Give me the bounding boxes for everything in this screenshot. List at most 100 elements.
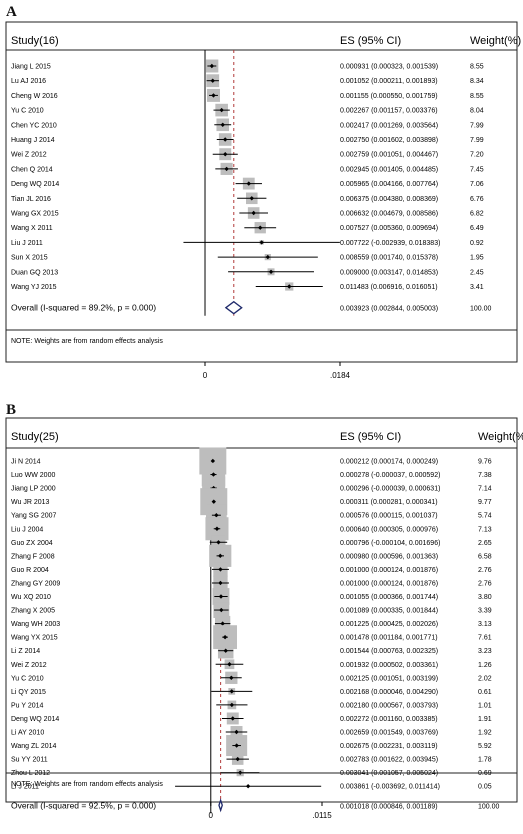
study-name: Yu C 2010: [11, 108, 44, 115]
study-ci-text: 0.000212 (0.000174, 0.000249): [340, 459, 438, 466]
forest-plot-a: Study(16) ES (95% CI) Weight(%) Jiang L 201…: [5, 21, 521, 380]
x-tick-label: 0: [209, 811, 214, 820]
study-ci-text: 0.008559 (0.001740, 0.015378): [340, 255, 438, 262]
study-name: Su YY 2011: [11, 757, 48, 764]
study-name: Chen Q 2014: [11, 166, 53, 173]
study-name: Ji N 2014: [11, 459, 41, 466]
study-ci-text: 0.005965 (0.004166, 0.007764): [340, 181, 438, 188]
header-es: ES (95% CI): [340, 35, 401, 47]
study-weight-text: 8.55: [470, 64, 484, 71]
overall-weight-text: 100.00: [478, 803, 500, 810]
study-name: Guo R 2004: [11, 567, 49, 574]
study-name: Yu C 2010: [11, 675, 44, 682]
study-weight-text: 7.13: [478, 526, 492, 533]
study-ci-text: 0.000980 (0.000596, 0.001363): [340, 553, 438, 560]
study-name: Sun X 2015: [11, 255, 48, 262]
study-ci-text: 0.002783 (0.001622, 0.003945): [340, 757, 438, 764]
study-name: Zhou L 2012: [11, 770, 50, 777]
study-name: Luo WW 2000: [11, 472, 55, 479]
study-ci-text: 0.002945 (0.001405, 0.004485): [340, 166, 438, 173]
x-tick-label: .0184: [330, 371, 351, 380]
point-estimate: [287, 284, 292, 289]
study-ci-text: 0.000640 (0.000305, 0.000976): [340, 526, 438, 533]
study-ci-text: 0.000796 (-0.000104, 0.001696): [340, 540, 440, 547]
study-weight-text: 7.38: [478, 472, 492, 479]
study-ci-text: 0.001225 (0.000425, 0.002026): [340, 621, 438, 628]
point-estimate: [249, 196, 254, 201]
study-ci-text: 0.007527 (0.005360, 0.009694): [340, 225, 438, 232]
study-ci-text: 0.007722 (-0.002939, 0.018383): [340, 240, 440, 247]
study-name: Yang SG 2007: [11, 513, 57, 520]
study-name: Zhang GY 2009: [11, 580, 60, 587]
study-name: Pu Y 2014: [11, 702, 44, 709]
study-name: Wang GX 2015: [11, 211, 59, 218]
study-weight-text: 1.78: [478, 757, 492, 764]
point-estimate: [234, 729, 239, 735]
point-estimate: [265, 254, 271, 260]
study-ci-text: 0.001478 (0.001184, 0.001771): [340, 635, 438, 642]
study-name: Li QY 2015: [11, 689, 46, 696]
study-ci-text: 0.001544 (0.000763, 0.002325): [340, 648, 438, 655]
study-ci-text: 0.001052 (0.000211, 0.001893): [340, 78, 438, 85]
point-estimate: [235, 756, 240, 762]
point-estimate: [223, 152, 228, 157]
point-estimate: [211, 472, 216, 477]
study-weight-text: 6.76: [470, 196, 484, 203]
study-weight-text: 1.01: [478, 702, 492, 709]
point-estimate: [211, 93, 216, 98]
study-ci-text: 0.003861 (-0.003692, 0.011414): [340, 784, 440, 791]
study-weight-text: 8.04: [470, 108, 484, 115]
study-weight-text: 7.61: [478, 635, 492, 642]
study-weight-text: 3.39: [478, 608, 492, 615]
study-ci-text: 0.011483 (0.006916, 0.016051): [340, 284, 438, 291]
point-estimate: [229, 702, 235, 708]
header-es: ES (95% CI): [340, 431, 401, 443]
point-estimate: [229, 689, 234, 694]
study-name: Duan GQ 2013: [11, 269, 58, 276]
study-name: Huang J 2014: [11, 137, 55, 144]
point-estimate: [245, 784, 251, 789]
study-name: Wang YX 2015: [11, 635, 58, 642]
study-weight-text: 8.55: [470, 93, 484, 100]
study-ci-text: 0.000576 (0.000115, 0.001037): [340, 513, 438, 520]
overall-diamond: [224, 300, 243, 315]
study-ci-text: 0.006632 (0.004679, 0.008586): [340, 211, 438, 218]
point-estimate: [268, 269, 274, 274]
overall-ci-text: 0.003923 (0.002844, 0.005003): [340, 306, 438, 313]
point-estimate: [227, 662, 232, 667]
study-ci-text: 0.002759 (0.001051, 0.004467): [340, 152, 438, 159]
study-ci-text: 0.002750 (0.001602, 0.003898): [340, 137, 438, 144]
study-name: Cheng W 2016: [11, 93, 58, 100]
study-weight-text: 9.76: [478, 459, 492, 466]
point-estimate: [218, 594, 224, 599]
header-study: Study(16): [11, 35, 59, 47]
study-name: Tian JL 2016: [11, 196, 51, 203]
study-ci-text: 0.006375 (0.004380, 0.008369): [340, 196, 438, 203]
study-weight-text: 0.69: [478, 770, 492, 777]
point-estimate: [224, 166, 229, 172]
panel-b-label: B: [6, 402, 17, 418]
study-name: Liu J 2011: [11, 240, 43, 247]
study-weight-text: 0.92: [470, 240, 484, 247]
study-weight-text: 0.05: [478, 784, 492, 791]
study-weight-text: 2.76: [478, 580, 492, 587]
study-name: Zhang F 2008: [11, 553, 55, 560]
note-text: NOTE: Weights are from random effects an…: [11, 338, 163, 345]
study-name: Deng WQ 2014: [11, 181, 59, 188]
study-ci-text: 0.000278 (-0.000037, 0.000592): [340, 472, 440, 479]
study-name: Lu AJ 2016: [11, 78, 46, 85]
study-ci-text: 0.002168 (0.000046, 0.004290): [340, 689, 438, 696]
point-estimate: [210, 458, 216, 464]
study-ci-text: 0.001000 (0.000124, 0.001876): [340, 580, 438, 587]
study-ci-text: 0.002180 (0.000567, 0.003793): [340, 702, 438, 709]
study-weight-text: 6.82: [470, 211, 484, 218]
study-weight-text: 6.49: [470, 225, 484, 232]
study-name: Guo ZX 2004: [11, 540, 53, 547]
study-name: Jiang L 2015: [11, 64, 51, 71]
study-weight-text: 8.34: [470, 78, 484, 85]
study-ci-text: 0.002659 (0.001549, 0.003769): [340, 730, 438, 737]
point-estimate: [209, 63, 215, 69]
study-weight-text: 9.77: [478, 499, 492, 506]
study-name: Wei Z 2012: [11, 662, 47, 669]
study-ci-text: 0.002417 (0.001269, 0.003564): [340, 122, 438, 129]
